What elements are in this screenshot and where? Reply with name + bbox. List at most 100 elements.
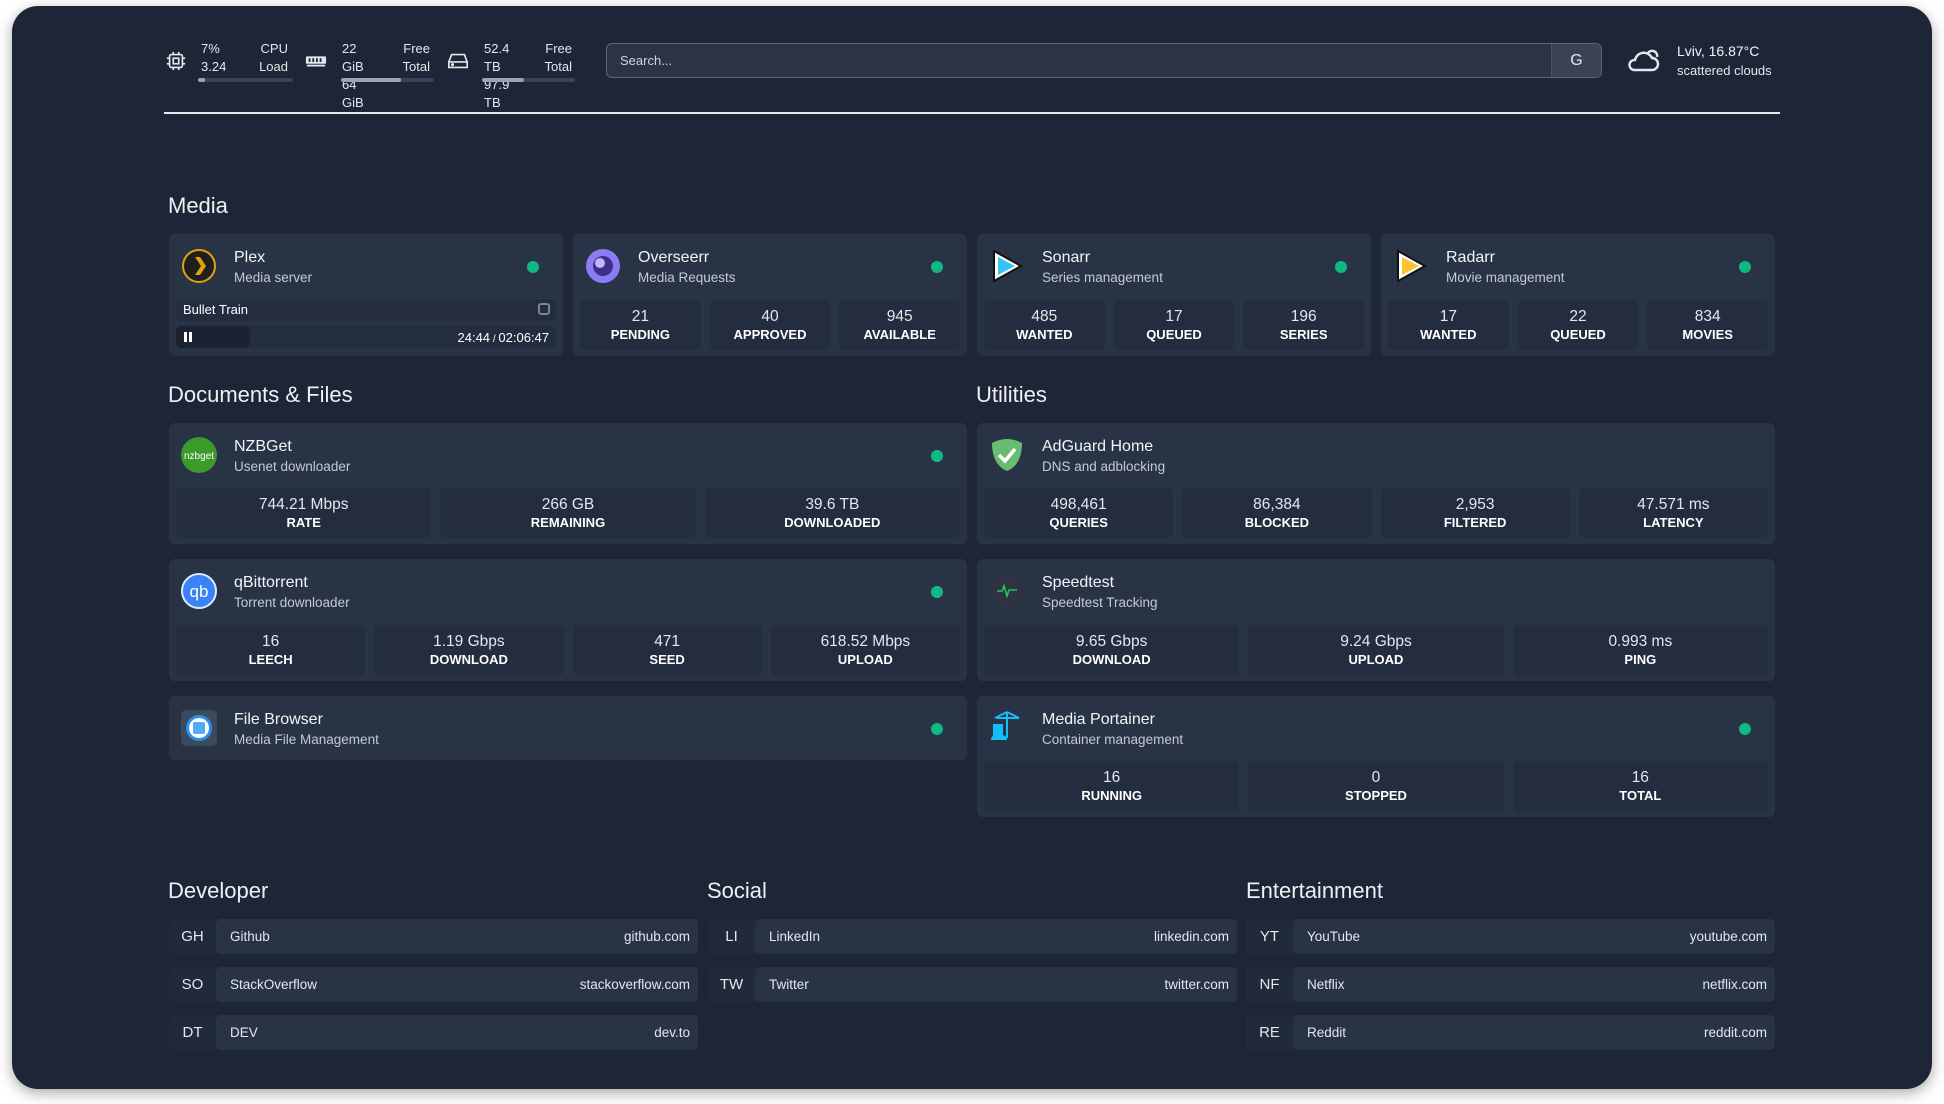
stat-value: 22 [1569,308,1587,325]
stat-value: 498,461 [1050,496,1107,513]
speedtest-icon [989,573,1025,609]
bookmark-link[interactable]: DEV dev.to [216,1015,698,1050]
cpu-label: CPU [260,41,288,56]
cloud-icon [1628,49,1660,72]
qbittorrent-card[interactable]: qb qBittorrent Torrent downloader 16 LEECH 1.… [169,559,967,681]
section-title-developer: Developer [168,878,269,903]
bookmark-github[interactable]: GH Github github.com [169,919,698,954]
overseerr-card[interactable]: Overseerr Media Requests 21 PENDING 40 APPROV… [573,234,967,356]
bookmark-link[interactable]: StackOverflow stackoverflow.com [216,967,698,1002]
portainer-card[interactable]: Media Portainer Container management 16 RUN… [977,696,1775,817]
stat-block: 17 QUEUED [1113,300,1235,350]
stat-label: WANTED [1420,327,1477,342]
bookmark-link[interactable]: YouTube youtube.com [1293,919,1775,954]
bookmark-linkedin[interactable]: LI LinkedIn linkedin.com [708,919,1237,954]
stat-label: BLOCKED [1244,515,1310,530]
adguard-stats: 498,461 QUERIES 86,384 BLOCKED 2,953 FILTERED… [984,488,1768,538]
stat-block: 16 RUNNING [984,761,1240,811]
adguard-card[interactable]: AdGuard Home DNS and adblocking 498,461 QUE… [977,423,1775,544]
stat-block: 1.19 Gbps DOWNLOAD [374,625,564,675]
section-title-entertainment: Entertainment [1246,878,1383,903]
stat-value: 16 [1631,769,1649,786]
stat-label: APPROVED [733,327,807,342]
bookmark-name: Reddit [1307,1025,1347,1040]
bookmark-link[interactable]: LinkedIn linkedin.com [755,919,1237,954]
stat-value: 16 [262,633,280,650]
bookmark-twitter[interactable]: TW Twitter twitter.com [708,967,1237,1002]
stat-value: 0 [1371,769,1381,786]
disk-icon [448,53,468,69]
portainer-icon [989,710,1025,746]
stat-label: LATENCY [1643,515,1704,530]
pause-icon[interactable] [184,332,192,342]
search-box: G [606,43,1602,78]
free-label: Free [545,41,572,56]
overseerr-icon [585,248,621,284]
search-provider-button[interactable]: G [1551,44,1601,77]
nzbget-stats: 744.21 Mbps RATE 266 GB REMAINING 39.6 TB DOW… [176,488,960,538]
filebrowser-card[interactable]: File Browser Media File Management [169,696,967,760]
radarr-card[interactable]: Radarr Movie management 17 WANTED 22 QUEUED 83… [1381,234,1775,356]
nzbget-card[interactable]: nzbget NZBGet Usenet downloader 744.21 Mbps… [169,423,967,544]
overseerr-description: Media Requests [638,270,736,285]
stat-block: 39.6 TB DOWNLOADED [704,488,960,538]
status-indicator [931,261,943,273]
portainer-stats: 16 RUNNING 0 STOPPED 16 TOTAL [984,761,1768,811]
qbittorrent-description: Torrent downloader [234,595,350,610]
stat-block: 618.52 Mbps UPLOAD [770,625,960,675]
speedtest-card[interactable]: Speedtest Speedtest Tracking 9.65 Gbps DOWN… [977,559,1775,681]
radarr-stats: 17 WANTED 22 QUEUED 834 MOVIES [1388,300,1769,350]
bookmark-link[interactable]: Netflix netflix.com [1293,967,1775,1002]
portainer-title: Media Portainer [1042,711,1155,728]
playback-progress[interactable]: 24:44 / 02:06:47 [176,326,556,348]
stat-value: 9.24 Gbps [1340,633,1412,650]
stat-block: 16 TOTAL [1512,761,1768,811]
stat-label: FILTERED [1443,515,1507,530]
stat-block: 744.21 Mbps RATE [176,488,432,538]
bookmark-link[interactable]: Reddit reddit.com [1293,1015,1775,1050]
stat-label: RUNNING [1081,788,1142,803]
plex-card[interactable]: Plex Media server Bullet Train 24:44 / 02:0… [169,234,563,356]
bookmark-abbreviation: RE [1246,1015,1293,1050]
stat-label: REMAINING [530,515,606,530]
stat-block: 0 STOPPED [1248,761,1504,811]
dashboard-window [12,6,1932,1089]
overseerr-title: Overseerr [638,249,710,266]
stat-block: 21 PENDING [580,300,701,350]
bookmark-url: netflix.com [1702,977,1767,992]
bookmark-abbreviation: LI [708,919,755,954]
stat-block: 16 LEECH [176,625,366,675]
settings-icon[interactable] [538,303,550,315]
stat-label: TOTAL [1619,788,1662,803]
status-indicator [931,586,943,598]
bookmark-dev[interactable]: DT DEV dev.to [169,1015,698,1050]
weather-condition: scattered clouds [1677,63,1772,78]
stat-label: RATE [286,515,321,530]
stat-label: DOWNLOAD [1072,652,1151,667]
stat-value: 471 [654,633,681,650]
bookmark-stackoverflow[interactable]: SO StackOverflow stackoverflow.com [169,967,698,1002]
stat-value: 834 [1694,308,1721,325]
bookmark-link[interactable]: Github github.com [216,919,698,954]
bookmark-netflix[interactable]: NF Netflix netflix.com [1246,967,1775,1002]
bookmark-url: github.com [623,929,690,944]
svg-text:nzbget: nzbget [184,451,214,462]
search-input[interactable] [607,44,1553,77]
bookmark-name: StackOverflow [230,977,318,992]
bookmark-abbreviation: GH [169,919,216,954]
stat-block: 471 SEED [572,625,762,675]
memory-bar [341,78,434,82]
radarr-title: Radarr [1446,249,1495,266]
bookmark-youtube[interactable]: YT YouTube youtube.com [1246,919,1775,954]
section-title-social: Social [707,878,767,903]
sonarr-card[interactable]: Sonarr Series management 485 WANTED 17 QUEUED… [977,234,1371,356]
bookmark-link[interactable]: Twitter twitter.com [755,967,1237,1002]
stat-label: PENDING [610,327,670,342]
bookmark-url: dev.to [654,1025,690,1040]
bookmark-abbreviation: NF [1246,967,1293,1002]
stat-value: 196 [1290,308,1317,325]
stat-block: 266 GB REMAINING [440,488,696,538]
bookmark-reddit[interactable]: RE Reddit reddit.com [1246,1015,1775,1050]
stat-value: 618.52 Mbps [820,633,911,650]
speedtest-description: Speedtest Tracking [1042,595,1158,610]
